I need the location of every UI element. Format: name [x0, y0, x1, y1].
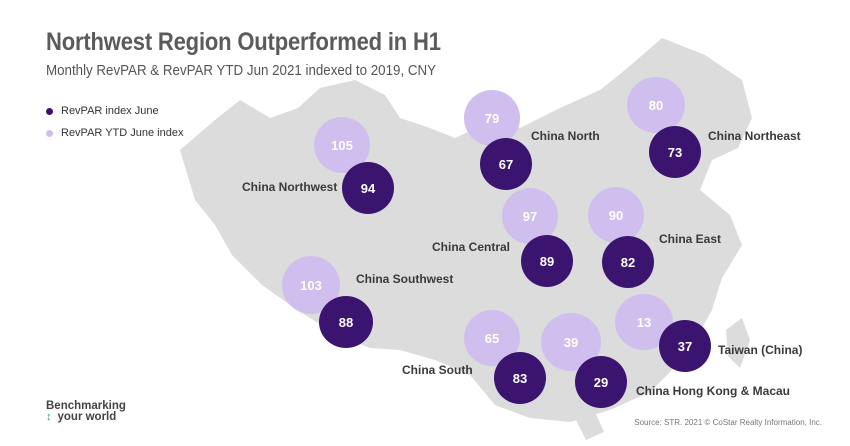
legend: RevPAR index June RevPAR YTD June index: [46, 100, 183, 144]
june-bubble-northeast: 73: [649, 126, 701, 178]
region-label-east: China East: [659, 232, 722, 246]
legend-swatch-ytd: [46, 129, 53, 137]
ytd-bubble-northwest: 105: [314, 117, 370, 173]
hainan-shape: [576, 414, 604, 440]
june-bubble-taiwan: 37: [659, 320, 711, 372]
legend-item-june: RevPAR index June: [46, 100, 183, 122]
june-bubble-central: 89: [521, 235, 573, 287]
region-label-northwest: China Northwest: [242, 180, 338, 194]
ytd-bubble-east: 90: [588, 187, 644, 243]
source-note: Source: STR. 2021 © CoStar Realty Inform…: [634, 418, 822, 427]
legend-label-ytd: RevPAR YTD June index: [61, 127, 184, 139]
june-bubble-south: 83: [494, 352, 546, 404]
chart-title: Northwest Region Outperformed in H1: [46, 28, 441, 56]
str-logo: Benchmarking ↕ your world: [46, 400, 126, 423]
region-label-northeast: China Northeast: [708, 129, 801, 143]
june-bubble-southwest: 88: [319, 296, 373, 348]
june-bubble-hongkong-macau: 29: [575, 356, 627, 408]
ytd-bubble-north: 79: [464, 90, 520, 146]
str-mark-icon: ↕: [46, 411, 52, 423]
legend-swatch-june: [46, 107, 53, 115]
ytd-bubble-northeast: 80: [627, 77, 685, 133]
legend-item-ytd: RevPAR YTD June index: [46, 122, 183, 144]
logo-line2: your world: [57, 411, 117, 423]
chart-subtitle: Monthly RevPAR & RevPAR YTD Jun 2021 ind…: [46, 63, 437, 79]
region-label-south: China South: [402, 363, 473, 377]
legend-label-june: RevPAR index June: [61, 105, 159, 117]
logo-line2-row: ↕ your world: [46, 411, 126, 423]
taiwan-shape: [726, 318, 750, 368]
region-label-north: China North: [531, 129, 600, 143]
june-bubble-east: 82: [602, 236, 654, 288]
region-label-taiwan: Taiwan (China): [718, 343, 803, 357]
logo-line1: Benchmarking: [46, 400, 126, 412]
june-bubble-northwest: 94: [342, 162, 394, 214]
region-label-central: China Central: [432, 240, 511, 254]
region-label-southwest: China Southwest: [356, 272, 454, 286]
region-label-hongkong-macau: China Hong Kong & Macau: [636, 384, 790, 398]
june-bubble-north: 67: [480, 138, 532, 190]
ytd-bubble-central: 97: [502, 188, 558, 244]
